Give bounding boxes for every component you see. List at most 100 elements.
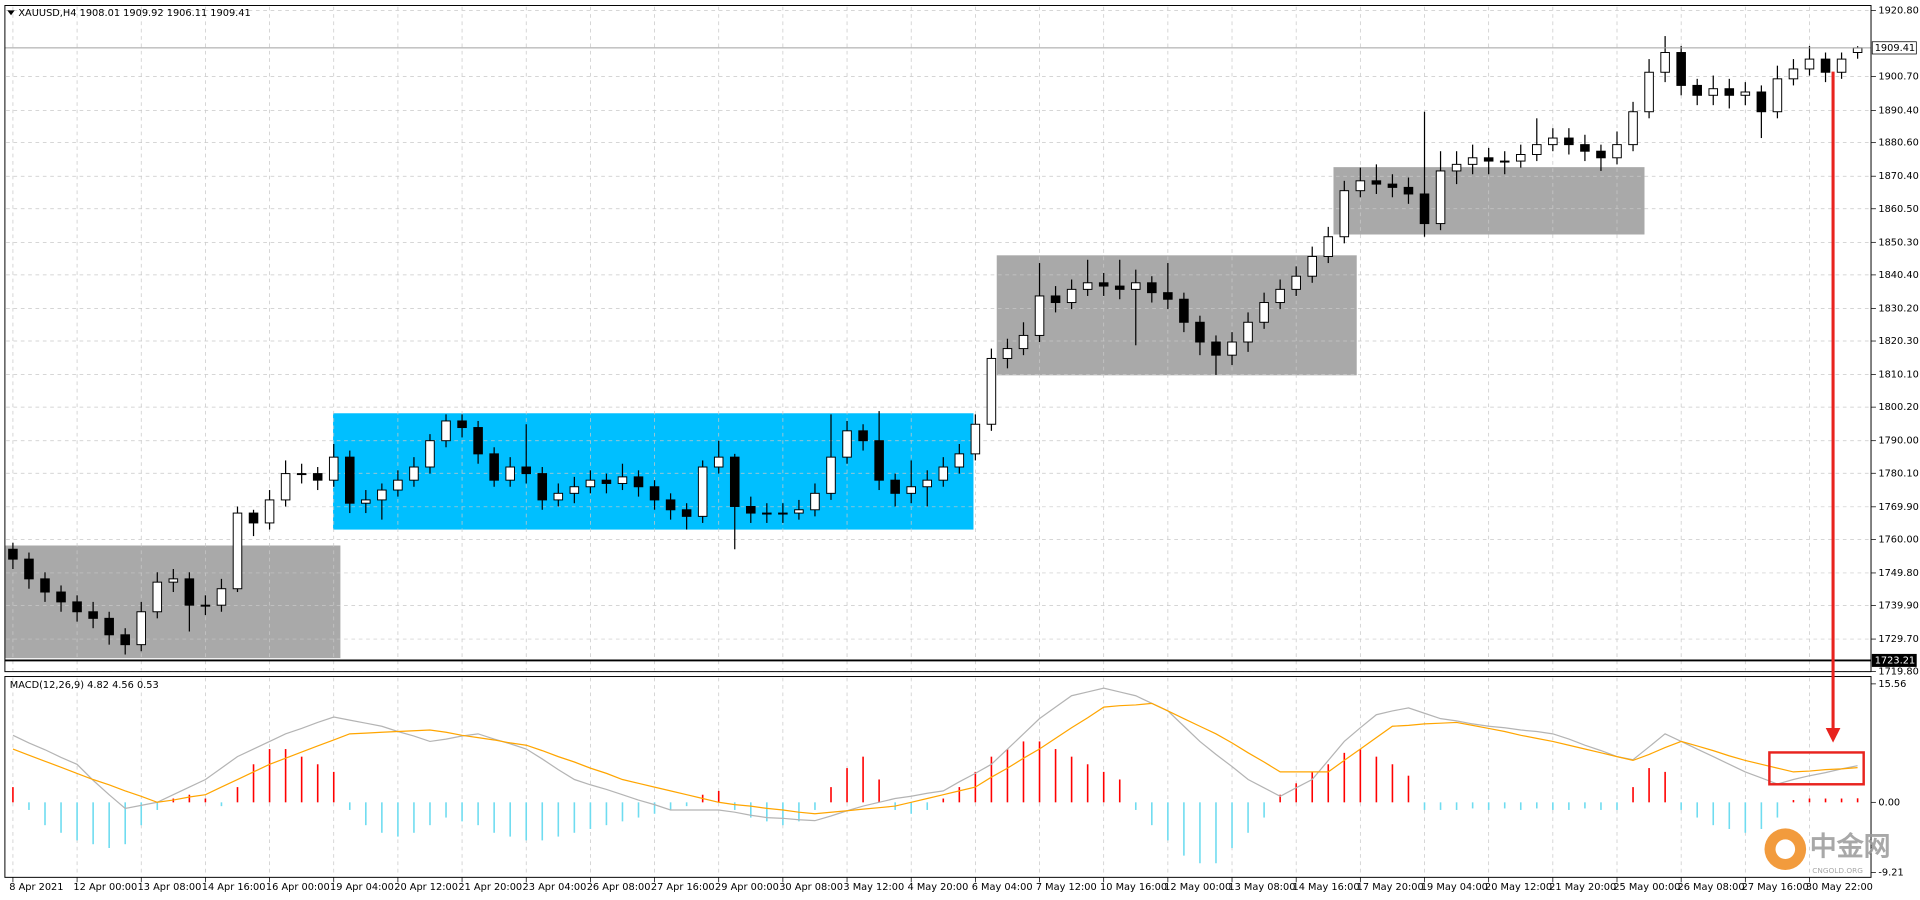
x-tick-label: 26 Apr 08:00	[587, 882, 651, 893]
highlight-box	[1768, 751, 1865, 786]
x-tick-label: 25 May 00:00	[1613, 882, 1680, 893]
y-tick-label: 1719.80	[1878, 667, 1918, 678]
candle-body	[906, 486, 916, 494]
candle-body	[393, 479, 403, 491]
candle-body	[1836, 58, 1847, 73]
candle-body	[1082, 282, 1093, 290]
candle-body	[681, 509, 692, 517]
candle-body	[409, 466, 419, 481]
candle-body	[1130, 282, 1141, 290]
price-label: 1723.21	[1875, 655, 1915, 666]
y-tick-label: 1880.60	[1878, 138, 1918, 149]
candle-body	[489, 453, 499, 481]
y-tick-label: 1780.10	[1878, 468, 1918, 479]
candle-body	[441, 420, 451, 442]
candle-body	[842, 430, 852, 458]
candle-body	[344, 456, 355, 504]
x-tick-label: 27 Apr 16:00	[651, 882, 715, 893]
menu-triangle[interactable]	[7, 10, 15, 16]
y-tick-label: 1820.30	[1878, 336, 1918, 347]
macd-pane-frame	[4, 676, 1872, 878]
y-tick-label: 1749.80	[1878, 568, 1918, 579]
candle-body	[649, 486, 660, 501]
candle-body	[361, 499, 371, 504]
candle-body	[585, 479, 596, 488]
candle-body	[505, 466, 515, 481]
x-tick-label: 21 May 20:00	[1549, 882, 1616, 893]
candle-body	[778, 512, 788, 515]
candle-body	[954, 453, 965, 468]
x-tick-label: 7 May 12:00	[1036, 882, 1097, 893]
macd-line	[12, 687, 1858, 822]
price-label-box	[1871, 41, 1917, 55]
x-tick-label: 19 May 04:00	[1421, 882, 1488, 893]
y-tick-label: 1870.40	[1878, 171, 1918, 182]
candle-body	[232, 512, 243, 590]
candle-body	[697, 466, 708, 517]
candle-body	[1307, 255, 1318, 277]
y-tick-label: 15.56	[1878, 679, 1906, 690]
candle-body	[312, 473, 323, 481]
candle-body	[1114, 285, 1125, 290]
candle-body	[1419, 193, 1430, 225]
candle-body	[810, 492, 820, 511]
candle-body	[858, 430, 868, 442]
candle-body	[1724, 88, 1735, 96]
x-tick-label: 3 May 12:00	[843, 882, 904, 893]
candle-body	[1483, 157, 1494, 162]
candle-body	[377, 489, 387, 501]
candle-body	[569, 486, 580, 494]
candle-body	[168, 578, 179, 583]
candle-body	[1676, 52, 1686, 86]
candle-body	[1820, 58, 1831, 73]
y-tick-label: 1890.40	[1878, 105, 1918, 116]
y-tick-label: 1900.70	[1878, 72, 1918, 83]
x-tick-label: 8 Apr 2021	[9, 882, 63, 893]
price-label-box	[1871, 653, 1917, 667]
x-tick-label: 19 Apr 04:00	[330, 882, 394, 893]
y-tick-label: 1810.10	[1878, 370, 1918, 381]
arrow-head	[1825, 727, 1841, 743]
y-tick-label: 1860.50	[1878, 204, 1918, 215]
candle-body	[120, 634, 130, 646]
candle-body	[970, 423, 981, 455]
candle-body	[88, 611, 98, 619]
x-tick-label: 21 Apr 20:00	[458, 882, 522, 893]
watermark-subtext: CNGOLD.ORG	[1812, 866, 1863, 875]
candle-body	[1211, 341, 1221, 356]
x-tick-label: 13 May 08:00	[1228, 882, 1295, 893]
candle-body	[1050, 295, 1061, 304]
chart-title: XAUUSD,H4 1908.01 1909.92 1906.11 1909.4…	[18, 8, 250, 19]
x-tick-label: 6 May 04:00	[972, 882, 1033, 893]
candle-body	[922, 479, 933, 488]
candle-body	[152, 581, 163, 613]
candle-body	[1275, 288, 1285, 304]
candle-body	[601, 479, 612, 484]
price-pane-frame	[4, 5, 1872, 673]
candle-body	[1580, 144, 1590, 152]
candle-body	[24, 558, 34, 580]
candle-body	[1852, 47, 1863, 53]
candle-body	[184, 578, 195, 606]
candle-body	[1339, 190, 1350, 238]
range-box	[996, 255, 1357, 376]
candle-body	[1548, 137, 1558, 146]
x-tick-label: 13 Apr 08:00	[138, 882, 202, 893]
candle-body	[1018, 334, 1029, 350]
candle-body	[104, 617, 114, 636]
y-tick-label: 1790.00	[1878, 436, 1918, 447]
x-tick-label: 30 May 22:00	[1806, 882, 1873, 893]
candle-body	[280, 473, 291, 501]
x-tick-label: 16 Apr 00:00	[266, 882, 330, 893]
candle-body	[1467, 157, 1478, 165]
candle-body	[938, 466, 949, 481]
candle-body	[1355, 180, 1366, 192]
candle-body	[425, 440, 435, 468]
watermark: 中金网 CNGOLD.ORG	[1764, 828, 1891, 875]
x-tick-label: 23 Apr 04:00	[523, 882, 587, 893]
candle-body	[1644, 71, 1654, 113]
candle-body	[1499, 160, 1510, 163]
x-tick-label: 4 May 20:00	[908, 882, 969, 893]
y-tick-label: 0.00	[1878, 797, 1900, 808]
